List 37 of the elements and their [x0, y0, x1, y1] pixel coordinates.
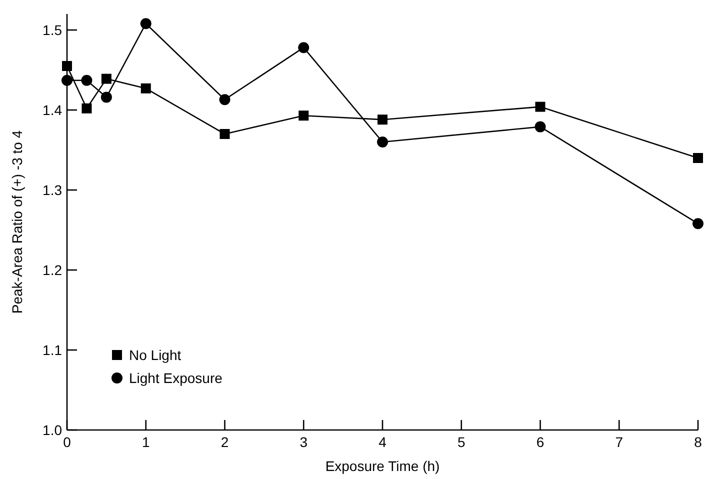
- point: [82, 103, 92, 114]
- y-tick-label: 1.1: [42, 342, 62, 358]
- x-tick-label: 4: [378, 434, 387, 450]
- point: [535, 102, 546, 112]
- point: [220, 129, 230, 139]
- x-tick-label: 2: [220, 434, 229, 450]
- point: [62, 61, 72, 71]
- y-tick-label: 1.2: [42, 262, 62, 278]
- x-tick-label: 3: [300, 434, 308, 450]
- point: [378, 114, 388, 125]
- y-tick-label: 1.5: [42, 22, 62, 38]
- x-tick-label: 6: [536, 434, 544, 450]
- x-tick-label: 0: [63, 434, 72, 450]
- y-tick-label: 1.4: [42, 102, 62, 118]
- point: [298, 110, 309, 121]
- point: [219, 94, 230, 106]
- point: [140, 18, 152, 30]
- point: [62, 74, 72, 86]
- point: [377, 136, 388, 148]
- x-tick-label: 1: [142, 434, 150, 450]
- point: [81, 74, 92, 86]
- legend-label: Light Exposure: [129, 370, 223, 386]
- y-tick-label: 1.0: [42, 422, 62, 438]
- point: [534, 121, 546, 132]
- point: [298, 42, 310, 54]
- y-tick-label: 1.3: [42, 182, 62, 198]
- x-axis-title: Exposure Time (h): [325, 458, 440, 474]
- legend-label: No Light: [129, 347, 182, 363]
- point: [140, 83, 151, 94]
- y-axis-title: Peak-Area Ratio of (+) -3 to 4: [9, 130, 25, 314]
- x-tick-label: 5: [457, 434, 466, 450]
- x-tick-label: 7: [615, 434, 624, 450]
- point: [692, 218, 704, 230]
- point: [100, 92, 112, 103]
- x-tick-label: 8: [694, 434, 702, 450]
- point: [101, 74, 112, 84]
- point: [693, 153, 703, 163]
